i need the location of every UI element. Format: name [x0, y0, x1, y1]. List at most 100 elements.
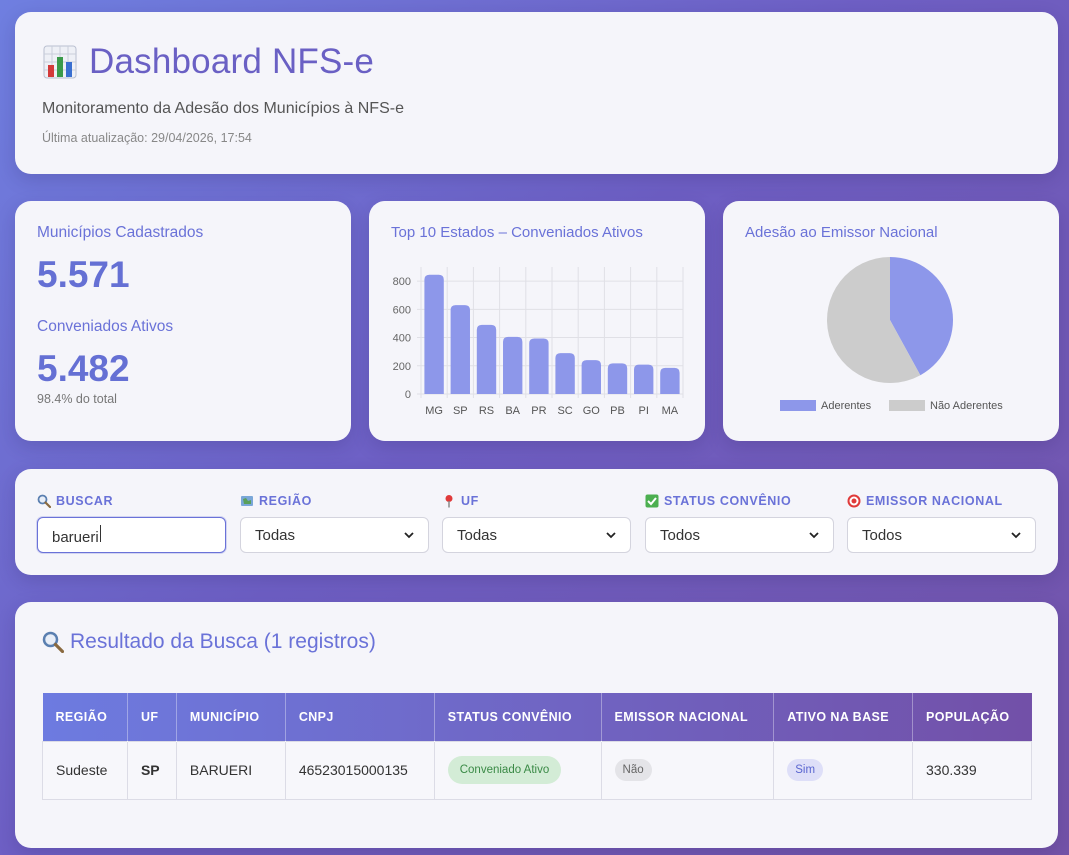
column-header[interactable]: EMISSOR NACIONAL [601, 693, 775, 741]
chevron-down-icon [404, 532, 414, 539]
table-row[interactable]: Sudeste SP BARUERI 46523015000135 Conven… [42, 740, 1032, 800]
chevron-down-icon [606, 532, 616, 539]
pie-chart-card: Adesão ao Emissor Nacional Aderentes Não … [723, 201, 1059, 441]
filter-emissor: EMISSOR NACIONAL Todos [847, 493, 1036, 553]
header-card: Dashboard NFS-e Monitoramento da Adesão … [15, 12, 1058, 174]
legend-swatch [889, 400, 925, 411]
column-header[interactable]: ATIVO NA BASE [773, 693, 914, 741]
bar-chart-icon [43, 45, 77, 79]
x-tick-label: GO [583, 405, 601, 417]
title-row: Dashboard NFS-e [43, 42, 374, 82]
bar-PR[interactable] [529, 338, 549, 394]
last-updated: Última atualização: 29/04/2026, 17:54 [42, 131, 252, 145]
conveniados-note: 98.4% do total [37, 392, 117, 406]
text-caret [99, 524, 101, 542]
x-tick-label: MA [662, 405, 679, 417]
legend-label: Aderentes [821, 400, 872, 412]
table-header-row: REGIÃO UF MUNICÍPIO CNPJ STATUS CONVÊNIO… [42, 693, 1032, 741]
emissor-label: EMISSOR NACIONAL [866, 494, 1003, 508]
bar-chart-card: Top 10 Estados – Conveniados Ativos 0 200… [369, 201, 705, 441]
results-title: Resultado da Busca (1 registros) [70, 630, 376, 653]
search-input-value: barueri [52, 528, 99, 546]
uf-label: UF [461, 494, 479, 508]
bar-RS[interactable] [476, 324, 497, 394]
cell-populacao: 330.339 [912, 740, 1032, 800]
y-tick-label: 400 [393, 333, 411, 345]
column-header[interactable]: MUNICÍPIO [176, 693, 286, 741]
status-select[interactable]: Todos [645, 517, 834, 553]
municipios-label: Municípios Cadastrados [37, 224, 204, 241]
emissor-select[interactable]: Todos [847, 517, 1036, 553]
cell-status: Conveniado Ativo [433, 740, 602, 800]
status-select-value: Todos [660, 526, 701, 544]
bar-BA[interactable] [503, 336, 523, 394]
legend-label: Não Aderentes [930, 400, 1003, 412]
column-header[interactable]: POPULAÇÃO [926, 709, 1010, 724]
check-box-icon [645, 494, 659, 508]
regiao-select[interactable]: Todas [240, 517, 429, 553]
results-card: Resultado da Busca (1 registros) REGIÃO … [15, 602, 1058, 848]
bar-SP[interactable] [450, 305, 470, 394]
uf-label-row: UF [442, 493, 631, 509]
x-tick-label: PR [531, 405, 546, 417]
pie-slice-0[interactable] [890, 257, 953, 376]
stats-card: Municípios Cadastrados 5.571 Conveniados… [15, 201, 351, 441]
pin-icon [445, 495, 453, 508]
y-tick-label: 600 [393, 304, 411, 316]
bar-MG[interactable] [424, 274, 444, 394]
y-tick-label: 0 [405, 389, 411, 401]
conveniados-label: Conveniados Ativos [37, 318, 174, 335]
regiao-label-row: REGIÃO [240, 493, 429, 509]
column-header[interactable]: CNPJ [285, 693, 435, 741]
filter-status: STATUS CONVÊNIO Todos [645, 493, 834, 553]
search-icon [42, 631, 64, 653]
x-tick-label: SP [453, 405, 468, 417]
cell-regiao: Sudeste [42, 740, 128, 800]
filter-regiao: REGIÃO Todas [240, 493, 429, 553]
bar-chart-title: Top 10 Estados – Conveniados Ativos [391, 224, 643, 241]
results-title-row: Resultado da Busca (1 registros) [42, 630, 376, 654]
bar-chart: 0 200 400 600 800 MG SP RS BA PR SC GO PB PI MA [393, 267, 684, 417]
bar-PI[interactable] [634, 364, 654, 394]
emissor-label-row: EMISSOR NACIONAL [847, 493, 1036, 509]
column-header[interactable]: UF [127, 693, 177, 741]
conveniados-value: 5.482 [37, 348, 130, 389]
y-tick-label: 800 [393, 276, 411, 288]
emissor-select-value: Todos [862, 526, 903, 544]
x-tick-label: BA [505, 405, 520, 417]
column-header[interactable]: STATUS CONVÊNIO [434, 693, 602, 741]
filters-card: BUSCAR barueri REGIÃO Todas UF Toda [15, 469, 1058, 575]
uf-select[interactable]: Todas [442, 517, 631, 553]
cell-uf: SP [126, 740, 177, 800]
pie-slice-1[interactable] [827, 257, 921, 383]
status-label-row: STATUS CONVÊNIO [645, 493, 834, 509]
x-tick-label: PI [638, 405, 648, 417]
legend-swatch [780, 400, 816, 411]
municipios-value: 5.571 [37, 254, 130, 295]
filter-search: BUSCAR barueri [37, 493, 226, 553]
pie-chart: Aderentes Não Aderentes [780, 257, 1003, 412]
page-title: Dashboard NFS-e [89, 42, 375, 81]
chevron-down-icon [809, 532, 819, 539]
search-label: BUSCAR [56, 494, 114, 508]
status-label: STATUS CONVÊNIO [664, 494, 792, 508]
bar-SC[interactable] [555, 353, 575, 394]
emissor-badge: Não [614, 759, 652, 781]
chevron-down-icon [1011, 532, 1021, 539]
bar-GO[interactable] [581, 360, 601, 394]
bar-PB[interactable] [607, 363, 628, 394]
x-tick-label: SC [557, 405, 572, 417]
search-input[interactable]: barueri [37, 517, 226, 553]
page-subtitle: Monitoramento da Adesão dos Municípios à… [42, 100, 404, 117]
target-icon [847, 494, 861, 508]
cell-municipio: BARUERI [175, 740, 286, 800]
map-icon [241, 496, 253, 506]
ativo-badge: Sim [787, 759, 824, 781]
pie-chart-title: Adesão ao Emissor Nacional [745, 224, 938, 241]
status-badge: Conveniado Ativo [447, 756, 562, 784]
bar-MA[interactable] [660, 367, 680, 394]
cell-cnpj: 46523015000135 [284, 740, 435, 800]
regiao-select-value: Todas [255, 526, 296, 544]
search-label-row: BUSCAR [37, 493, 226, 509]
column-header[interactable]: REGIÃO [42, 693, 128, 741]
